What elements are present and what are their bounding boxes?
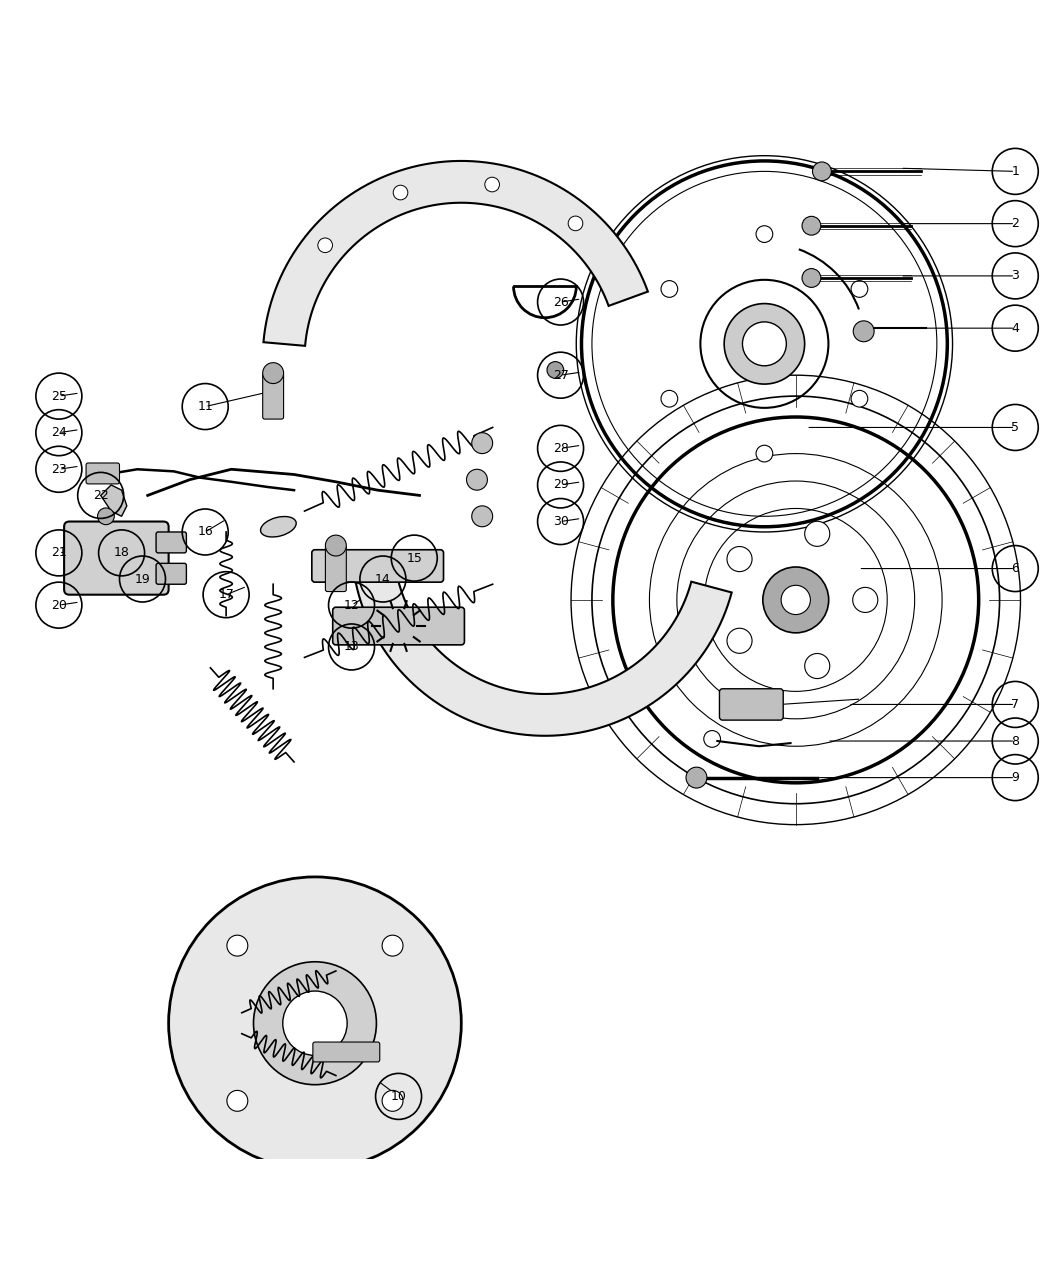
Text: 1: 1 bbox=[1011, 165, 1020, 178]
Text: 30: 30 bbox=[552, 516, 568, 528]
Circle shape bbox=[326, 535, 346, 556]
Text: 4: 4 bbox=[1011, 322, 1020, 335]
Circle shape bbox=[485, 177, 500, 192]
Polygon shape bbox=[101, 485, 127, 517]
Circle shape bbox=[724, 303, 805, 384]
FancyBboxPatch shape bbox=[720, 689, 783, 721]
Text: 7: 7 bbox=[1011, 698, 1020, 710]
Circle shape bbox=[254, 962, 376, 1085]
Text: 10: 10 bbox=[391, 1090, 407, 1102]
FancyBboxPatch shape bbox=[86, 463, 119, 484]
Text: 5: 5 bbox=[1011, 421, 1020, 434]
Text: 13: 13 bbox=[344, 640, 359, 653]
Text: 29: 29 bbox=[552, 479, 568, 491]
Circle shape bbox=[169, 877, 461, 1170]
Text: 19: 19 bbox=[134, 573, 150, 586]
Circle shape bbox=[727, 629, 752, 653]
Circle shape bbox=[805, 653, 830, 679]
Text: 14: 14 bbox=[375, 573, 391, 586]
Circle shape bbox=[283, 992, 347, 1055]
Circle shape bbox=[568, 216, 583, 230]
Text: 25: 25 bbox=[51, 390, 67, 402]
Circle shape bbox=[472, 505, 493, 527]
Text: 2: 2 bbox=[1011, 218, 1020, 230]
Polygon shape bbox=[354, 569, 732, 736]
Circle shape bbox=[383, 1091, 403, 1111]
FancyBboxPatch shape bbox=[64, 522, 169, 594]
FancyBboxPatch shape bbox=[332, 607, 464, 645]
Circle shape bbox=[686, 768, 707, 788]
Circle shape bbox=[97, 508, 114, 524]
FancyBboxPatch shape bbox=[326, 546, 346, 592]
Circle shape bbox=[661, 280, 678, 298]
FancyBboxPatch shape bbox=[156, 532, 187, 552]
Circle shape bbox=[812, 162, 831, 181]
Text: 16: 16 bbox=[197, 526, 213, 538]
Text: 24: 24 bbox=[51, 426, 67, 439]
Text: 27: 27 bbox=[552, 369, 568, 382]
Circle shape bbox=[227, 1091, 247, 1111]
Text: 18: 18 bbox=[113, 546, 130, 559]
Circle shape bbox=[851, 280, 868, 298]
Circle shape bbox=[263, 363, 284, 383]
Circle shape bbox=[227, 936, 247, 956]
FancyBboxPatch shape bbox=[313, 1043, 379, 1062]
Circle shape bbox=[756, 446, 772, 462]
FancyBboxPatch shape bbox=[156, 564, 187, 584]
Circle shape bbox=[727, 546, 752, 572]
Text: 8: 8 bbox=[1011, 735, 1020, 747]
Circle shape bbox=[802, 269, 821, 288]
FancyBboxPatch shape bbox=[263, 373, 284, 419]
Circle shape bbox=[853, 587, 878, 612]
Circle shape bbox=[802, 216, 821, 236]
Text: 9: 9 bbox=[1011, 771, 1020, 784]
Text: 22: 22 bbox=[93, 489, 109, 502]
Text: 28: 28 bbox=[552, 442, 568, 454]
Circle shape bbox=[472, 433, 493, 453]
Text: 17: 17 bbox=[218, 588, 234, 601]
Text: 15: 15 bbox=[407, 551, 422, 565]
Text: 26: 26 bbox=[552, 295, 568, 308]
Ellipse shape bbox=[261, 517, 297, 537]
Circle shape bbox=[742, 322, 786, 365]
Circle shape bbox=[318, 238, 332, 252]
Polygon shape bbox=[263, 160, 648, 346]
FancyBboxPatch shape bbox=[312, 550, 443, 582]
Text: 3: 3 bbox=[1011, 270, 1020, 283]
Circle shape bbox=[851, 391, 868, 407]
Text: 23: 23 bbox=[51, 463, 67, 476]
Text: 12: 12 bbox=[344, 598, 359, 611]
Circle shape bbox=[383, 936, 403, 956]
Circle shape bbox=[466, 470, 487, 490]
Text: 21: 21 bbox=[51, 546, 67, 559]
Circle shape bbox=[853, 321, 874, 341]
Circle shape bbox=[661, 391, 678, 407]
Circle shape bbox=[763, 566, 829, 633]
Circle shape bbox=[547, 362, 564, 378]
Text: 11: 11 bbox=[197, 400, 213, 412]
Text: 6: 6 bbox=[1011, 563, 1020, 575]
Text: 20: 20 bbox=[51, 598, 67, 611]
Circle shape bbox=[805, 521, 830, 546]
Circle shape bbox=[393, 186, 408, 200]
Circle shape bbox=[781, 586, 810, 615]
Circle shape bbox=[756, 225, 772, 242]
